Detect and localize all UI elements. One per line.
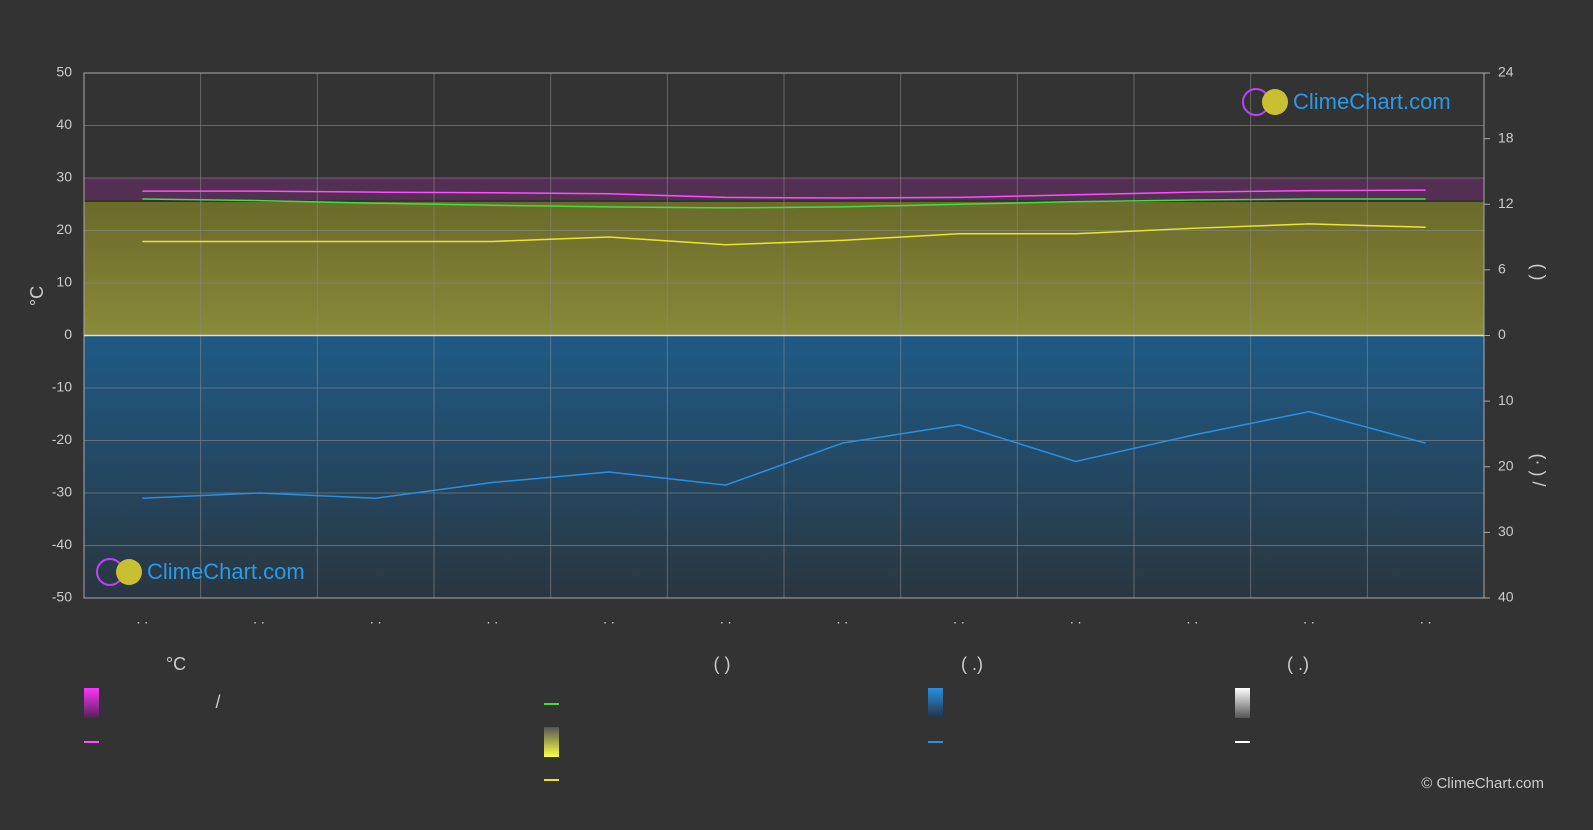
series-line xyxy=(142,189,1426,199)
y-tick-label: 20 xyxy=(56,221,72,237)
y-axis-label: °C xyxy=(27,286,47,306)
legend-header: ( .) xyxy=(961,654,983,674)
watermark-text: ClimeChart.com xyxy=(147,559,305,584)
series-line xyxy=(142,410,1426,500)
legend-swatch xyxy=(928,688,943,718)
y-tick-label: -40 xyxy=(52,536,72,552)
y2-tick-label: 18 xyxy=(1498,129,1514,145)
y3-tick-label: 20 xyxy=(1498,457,1514,473)
x-tick-label: . . xyxy=(720,611,732,627)
y2-tick-label: 24 xyxy=(1498,64,1514,80)
y3-tick-label: 10 xyxy=(1498,392,1514,408)
y-tick-label: -10 xyxy=(52,379,72,395)
legend-text: / xyxy=(215,692,220,712)
y-tick-label: -20 xyxy=(52,431,72,447)
x-tick-label: . . xyxy=(1303,611,1315,627)
x-tick-label: . . xyxy=(370,611,382,627)
y2-tick-label: 12 xyxy=(1498,195,1514,211)
x-tick-label: . . xyxy=(1186,611,1198,627)
y-tick-label: 0 xyxy=(64,326,72,342)
x-tick-label: . . xyxy=(953,611,965,627)
x-tick-label: . . xyxy=(1420,611,1432,627)
x-tick-label: . . xyxy=(603,611,615,627)
copyright: © ClimeChart.com xyxy=(1421,775,1544,792)
series-line xyxy=(142,198,1426,209)
legend: °C ( ) ( .) ( .) / xyxy=(84,654,1309,781)
y-tick-label: -30 xyxy=(52,484,72,500)
y2-tick-label: 0 xyxy=(1498,326,1506,342)
legend-swatch xyxy=(84,688,99,718)
y3-tick-label: 30 xyxy=(1498,523,1514,539)
y-tick-label: 30 xyxy=(56,169,72,185)
legend-header: °C xyxy=(166,654,186,674)
y2-axis-label: ( ) xyxy=(1528,264,1548,281)
y-tick-label: 10 xyxy=(56,274,72,290)
series-line xyxy=(142,223,1426,246)
x-tick-label: . . xyxy=(136,611,148,627)
legend-header: ( .) xyxy=(1287,654,1309,674)
legend-swatch xyxy=(1235,688,1250,718)
x-tick-label: . . xyxy=(836,611,848,627)
x-tick-label: . . xyxy=(486,611,498,627)
watermark-text: ClimeChart.com xyxy=(1293,89,1451,114)
x-tick-label: . . xyxy=(1070,611,1082,627)
legend-header: ( ) xyxy=(714,654,731,674)
x-tick-label: . . xyxy=(253,611,265,627)
y-tick-label: 50 xyxy=(56,64,72,80)
y3-axis-label: (· ) / xyxy=(1528,454,1548,487)
y2-tick-label: 6 xyxy=(1498,261,1506,277)
legend-swatch xyxy=(544,727,559,757)
y3-tick-label: 40 xyxy=(1498,589,1514,605)
y-tick-label: -50 xyxy=(52,589,72,605)
y-tick-label: 40 xyxy=(56,116,72,132)
watermark: ClimeChart.com ClimeChart.com xyxy=(96,88,1451,586)
